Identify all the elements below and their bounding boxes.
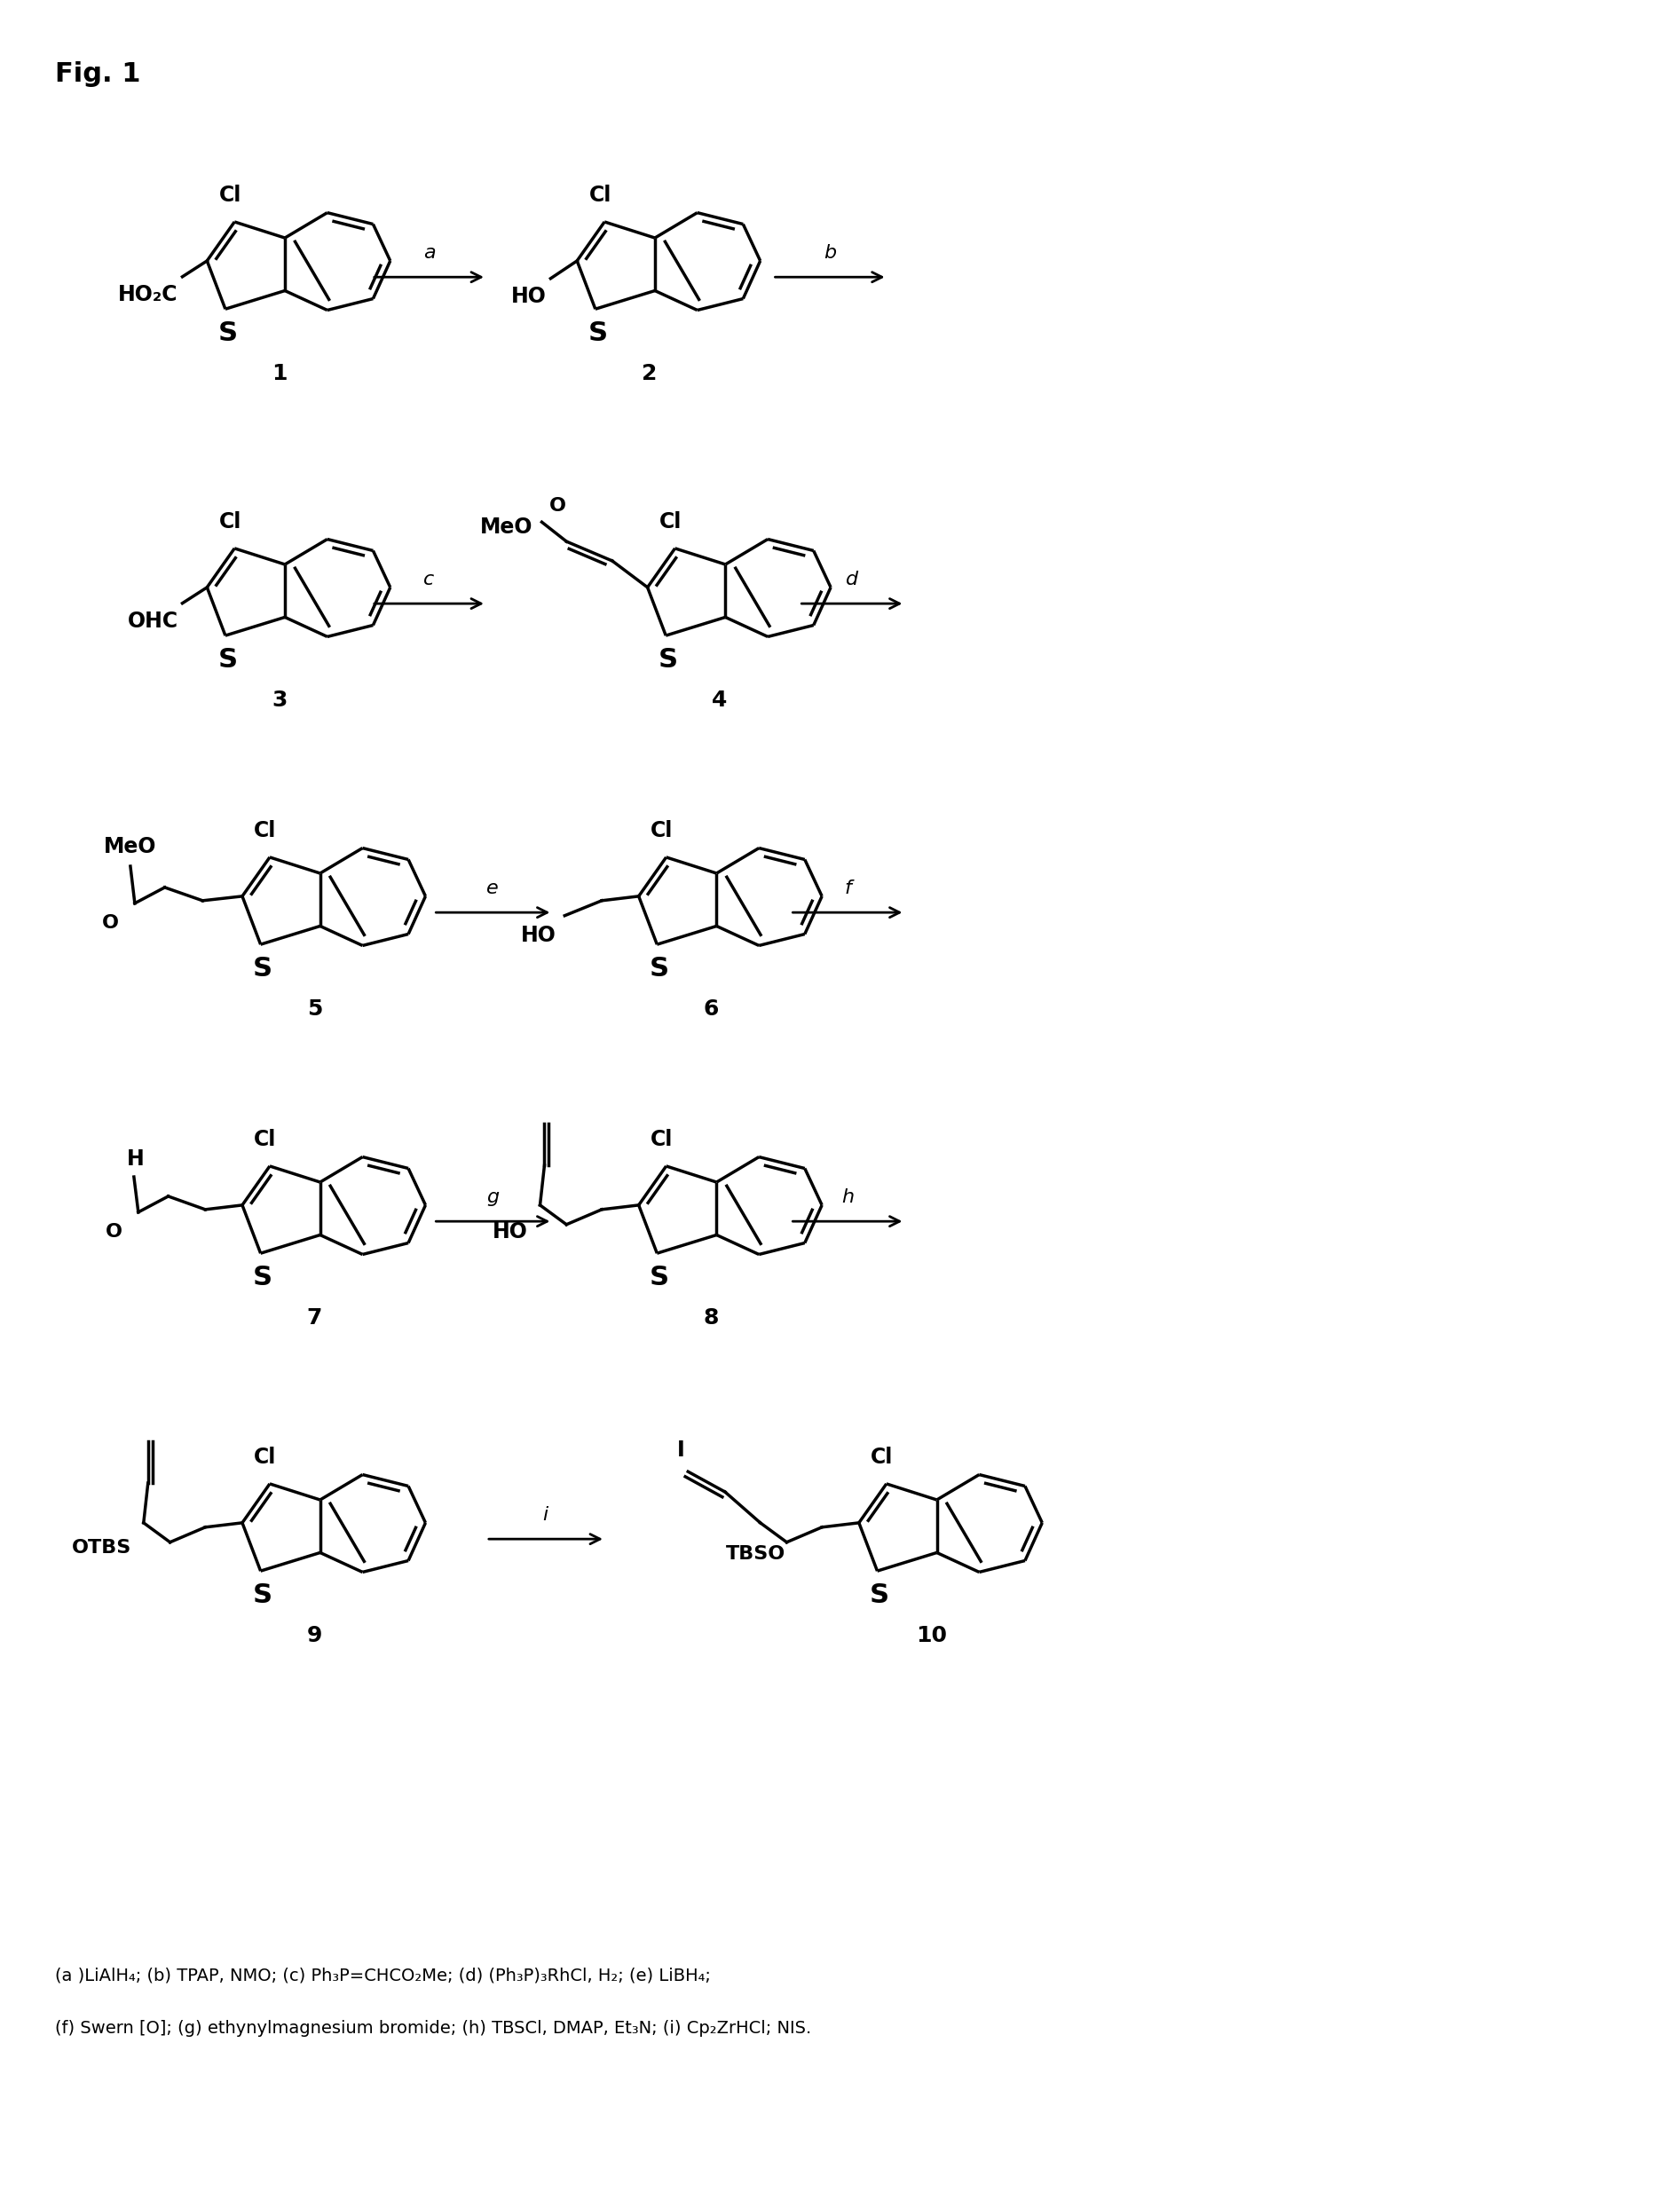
- Text: Cl: Cl: [590, 186, 612, 205]
- Text: S: S: [254, 1265, 272, 1291]
- Text: H: H: [128, 1149, 144, 1169]
- Text: 8: 8: [704, 1307, 719, 1328]
- Text: S: S: [254, 1582, 272, 1608]
- Text: 10: 10: [916, 1626, 948, 1645]
- Text: HO₂C: HO₂C: [118, 284, 178, 306]
- Text: I: I: [677, 1440, 685, 1462]
- Text: Cl: Cl: [659, 511, 682, 533]
- Text: Fig. 1: Fig. 1: [55, 61, 139, 87]
- Text: Cl: Cl: [650, 1130, 674, 1149]
- Text: MeO: MeO: [104, 837, 156, 857]
- Text: 5: 5: [307, 999, 323, 1020]
- Text: O: O: [549, 498, 566, 516]
- Text: 2: 2: [642, 363, 657, 385]
- Text: b: b: [823, 245, 837, 262]
- Text: 4: 4: [712, 688, 727, 710]
- Text: Cl: Cl: [218, 511, 242, 533]
- Text: 1: 1: [272, 363, 287, 385]
- Text: a: a: [423, 245, 435, 262]
- Text: Cl: Cl: [870, 1446, 894, 1468]
- Text: (f) Swern [O]; (g) ethynylmagnesium bromide; (h) TBSCl, DMAP, Et₃N; (i) Cp₂ZrHCl: (f) Swern [O]; (g) ethynylmagnesium brom…: [55, 2019, 811, 2036]
- Text: d: d: [845, 570, 858, 588]
- Text: Cl: Cl: [650, 819, 674, 841]
- Text: HO: HO: [492, 1221, 528, 1243]
- Text: HO: HO: [511, 286, 546, 306]
- Text: 3: 3: [272, 688, 287, 710]
- Text: i: i: [543, 1505, 548, 1523]
- Text: MeO: MeO: [480, 516, 533, 538]
- Text: S: S: [588, 321, 608, 345]
- Text: 6: 6: [704, 999, 719, 1020]
- Text: S: S: [218, 321, 237, 345]
- Text: TBSO: TBSO: [726, 1545, 786, 1562]
- Text: O: O: [106, 1224, 123, 1241]
- Text: OHC: OHC: [128, 610, 178, 631]
- Text: O: O: [102, 913, 119, 931]
- Text: c: c: [423, 570, 435, 588]
- Text: HO: HO: [521, 924, 556, 946]
- Text: Cl: Cl: [254, 819, 277, 841]
- Text: f: f: [843, 881, 852, 898]
- Text: e: e: [486, 881, 499, 898]
- Text: 9: 9: [307, 1626, 323, 1645]
- Text: S: S: [650, 955, 669, 981]
- Text: S: S: [870, 1582, 889, 1608]
- Text: h: h: [842, 1189, 853, 1206]
- Text: S: S: [254, 955, 272, 981]
- Text: S: S: [659, 647, 679, 673]
- Text: Cl: Cl: [254, 1446, 277, 1468]
- Text: (a )LiAlH₄; (b) TPAP, NMO; (c) Ph₃P=CHCO₂Me; (d) (Ph₃P)₃RhCl, H₂; (e) LiBH₄;: (a )LiAlH₄; (b) TPAP, NMO; (c) Ph₃P=CHCO…: [55, 1966, 711, 1984]
- Text: OTBS: OTBS: [72, 1538, 131, 1556]
- Text: 7: 7: [307, 1307, 323, 1328]
- Text: S: S: [218, 647, 237, 673]
- Text: Cl: Cl: [254, 1130, 277, 1149]
- Text: g: g: [486, 1189, 499, 1206]
- Text: Cl: Cl: [218, 186, 242, 205]
- Text: S: S: [650, 1265, 669, 1291]
